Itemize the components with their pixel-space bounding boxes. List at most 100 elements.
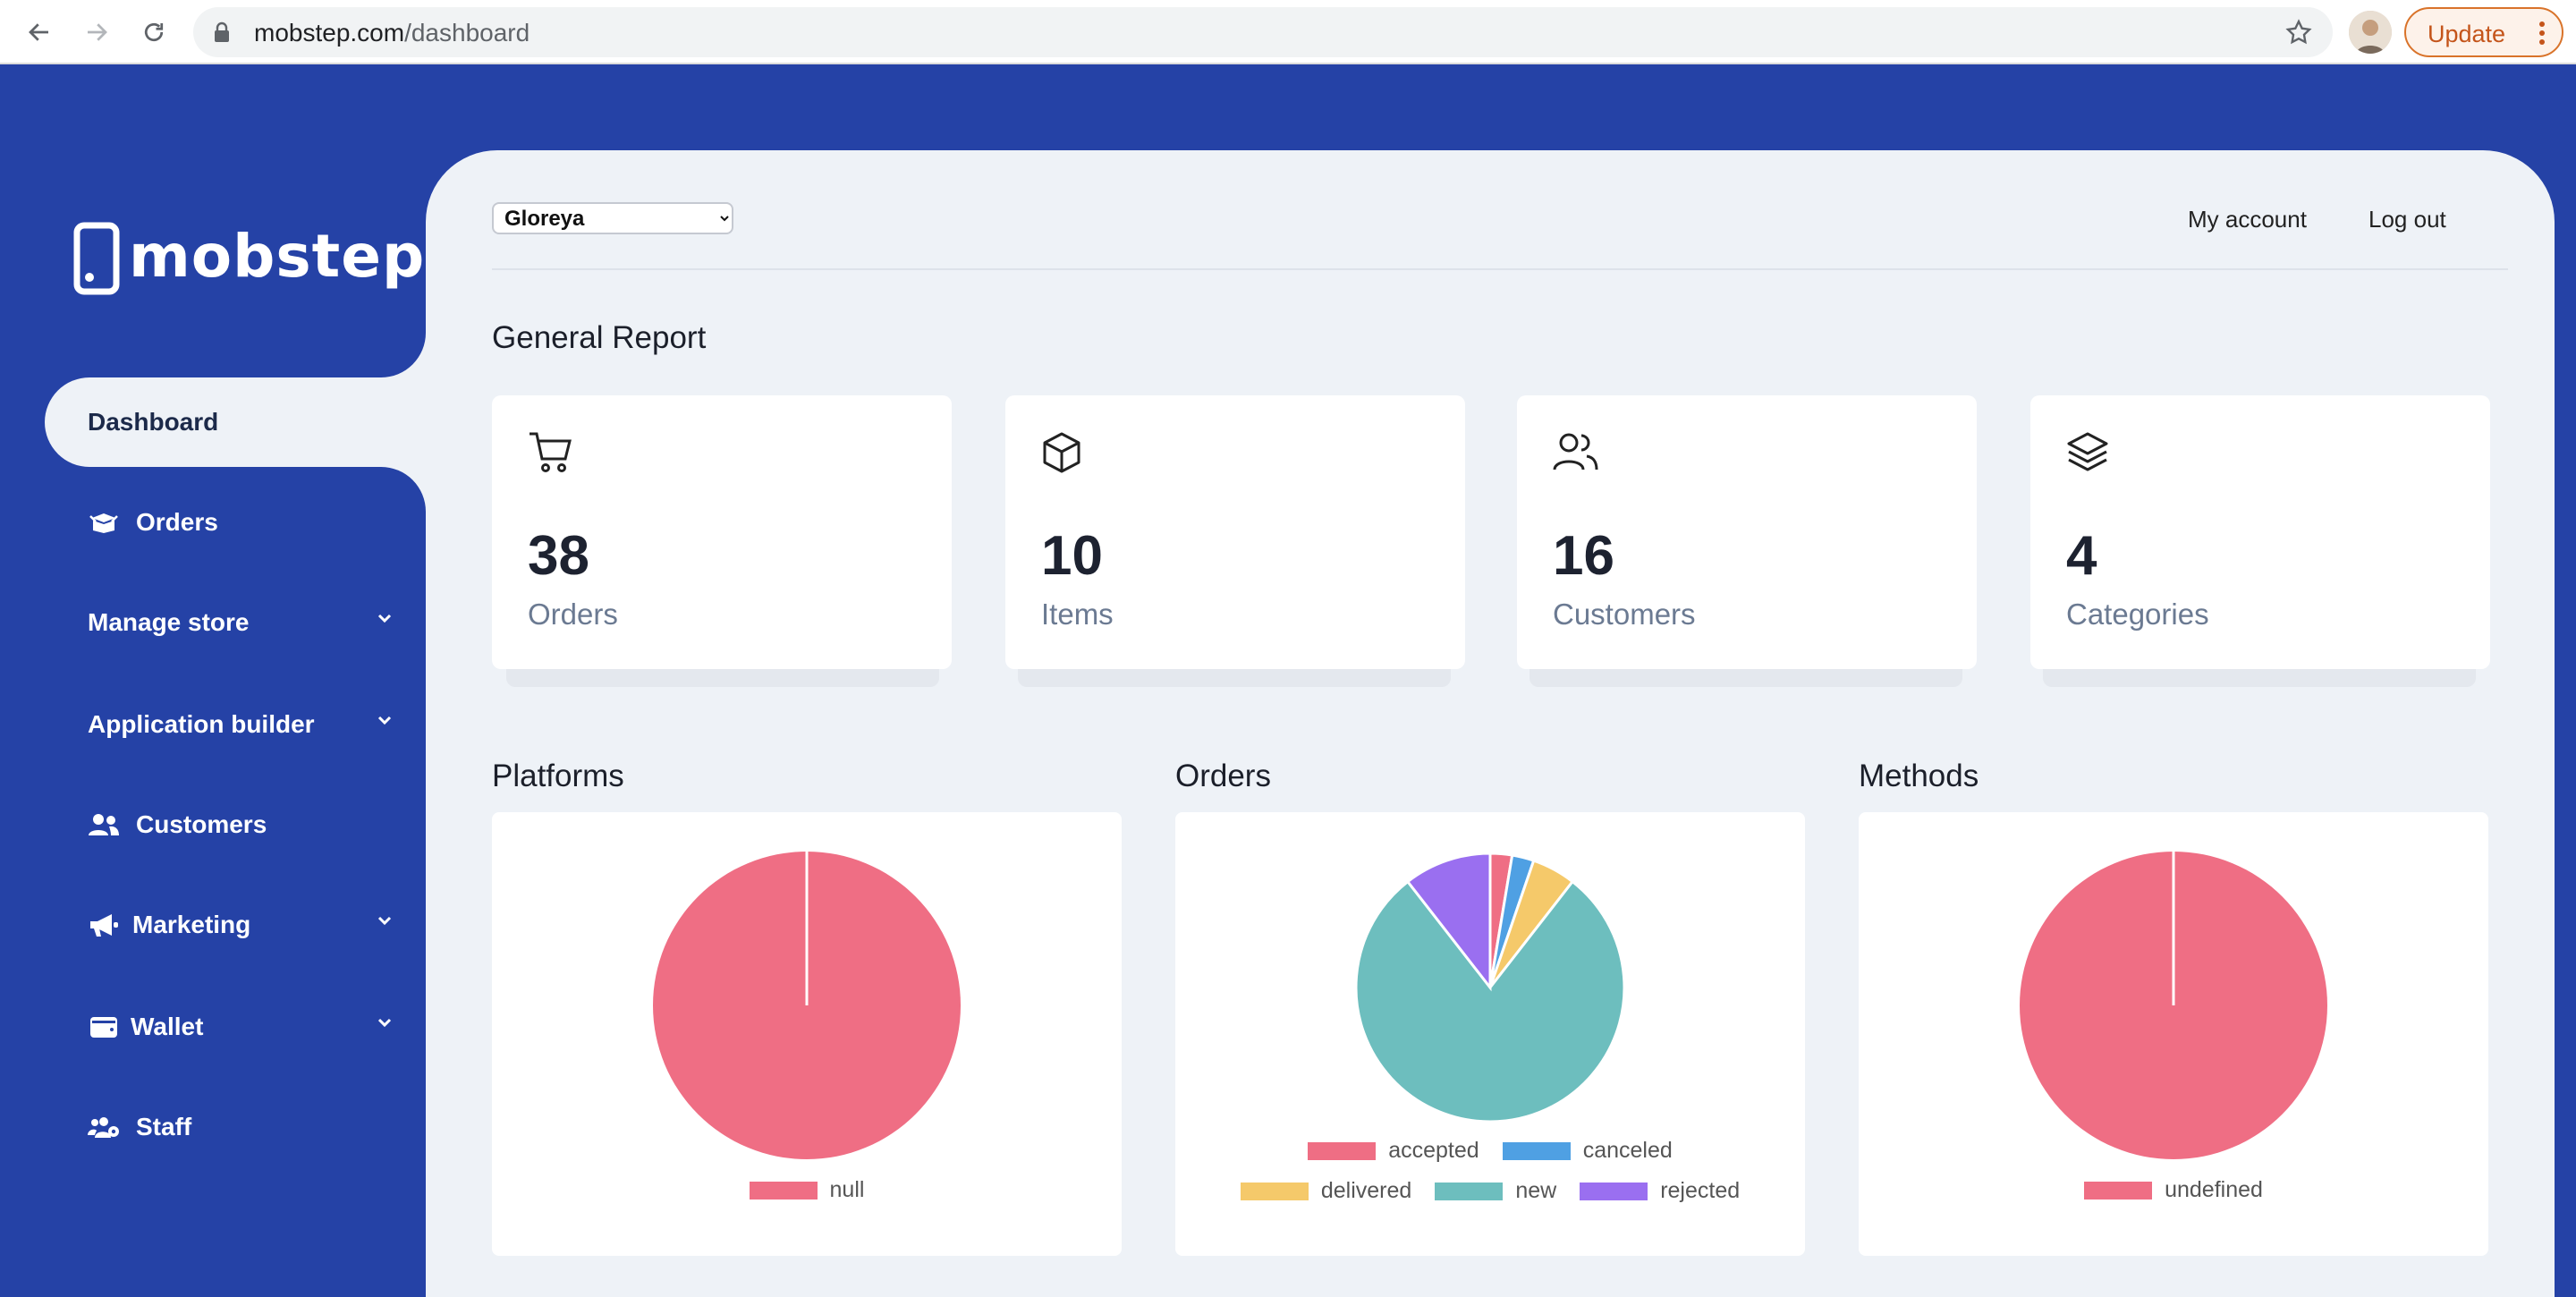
chart-title-platforms: Platforms: [492, 759, 624, 793]
users-icon: [1553, 431, 1599, 477]
pie-slice-rejected[interactable]: [1405, 852, 1492, 992]
legend-label: accepted: [1388, 1138, 1479, 1163]
sidebar-item-manage-store[interactable]: Manage store: [45, 578, 426, 667]
sidebar-item-label: Application builder: [88, 710, 315, 738]
stat-value: 16: [1553, 525, 1614, 587]
legend-swatch: [1240, 1182, 1309, 1200]
stat-value: 4: [2066, 525, 2097, 587]
brand-name: mobstep: [129, 222, 426, 291]
chart-card-methods: undefined: [1859, 812, 2488, 1256]
logout-link[interactable]: Log out: [2368, 206, 2446, 233]
chart-title-methods: Methods: [1859, 759, 1979, 793]
legend-swatch: [749, 1181, 818, 1200]
chevron-down-icon: [376, 914, 394, 931]
legend-label: undefined: [2165, 1177, 2263, 1202]
store-select[interactable]: Gloreya: [492, 202, 733, 234]
orders-legend: accepted canceled delivered new rejected: [1175, 1138, 1805, 1204]
legend-item-rejected[interactable]: rejected: [1580, 1178, 1740, 1204]
users-cog-icon: [88, 1114, 120, 1140]
sidebar-item-application-builder[interactable]: Application builder: [45, 680, 426, 769]
sidebar-item-customers[interactable]: Customers: [45, 780, 426, 869]
methods-pie-chart: [2020, 852, 2327, 1159]
legend-swatch: [1580, 1182, 1648, 1200]
wallet-icon: [88, 1013, 120, 1040]
legend-item-delivered[interactable]: delivered: [1240, 1178, 1412, 1204]
card-shadow: [506, 669, 939, 687]
legend-swatch: [1435, 1182, 1504, 1200]
sidebar-item-marketing[interactable]: Marketing: [45, 880, 426, 970]
stat-label: Orders: [528, 598, 618, 631]
chart-card-platforms: null: [492, 812, 1122, 1256]
box-open-icon: [88, 509, 120, 536]
page-title: General Report: [492, 320, 707, 355]
legend-item-undefined[interactable]: undefined: [2084, 1177, 2263, 1203]
legend-item-accepted[interactable]: accepted: [1308, 1138, 1479, 1164]
lock-icon: [213, 21, 231, 47]
more-menu-icon: [2538, 20, 2546, 51]
stat-value: 38: [528, 525, 589, 587]
stat-label: Items: [1041, 598, 1114, 631]
stat-card-categories: 4 Categories: [2030, 395, 2490, 669]
sidebar-item-label: Customers: [136, 810, 267, 838]
stat-label: Customers: [1553, 598, 1696, 631]
card-shadow: [1530, 669, 1962, 687]
sidebar-item-label: Wallet: [131, 1013, 204, 1040]
pie-slice-new[interactable]: [1354, 879, 1626, 1123]
legend-item-new[interactable]: new: [1435, 1178, 1556, 1204]
legend-label: rejected: [1660, 1178, 1741, 1203]
chart-card-orders: accepted canceled delivered new rejected: [1175, 812, 1805, 1256]
megaphone-icon: [88, 911, 120, 938]
legend-swatch: [2084, 1181, 2153, 1200]
sidebar-item-label: Orders: [136, 508, 218, 536]
legend-label: new: [1515, 1178, 1557, 1203]
back-icon[interactable]: [20, 13, 59, 52]
card-shadow: [1018, 669, 1451, 687]
legend-label: canceled: [1582, 1138, 1673, 1163]
stat-value: 10: [1041, 525, 1103, 587]
platforms-legend: null: [492, 1177, 1122, 1203]
update-button[interactable]: Update: [2404, 7, 2563, 57]
stat-label: Categories: [2066, 598, 2209, 631]
stat-card-customers: 16 Customers: [1517, 395, 1977, 669]
forward-icon[interactable]: [77, 13, 116, 52]
stat-card-items: 10 Items: [1005, 395, 1465, 669]
top-bar: Gloreya My account Log out: [492, 202, 2508, 270]
address-bar[interactable]: mobstep.com/dashboard: [193, 7, 2333, 57]
legend-label: delivered: [1320, 1178, 1412, 1203]
sidebar-item-staff[interactable]: Staff: [45, 1082, 426, 1172]
sidebar-item-label: Staff: [136, 1113, 192, 1140]
methods-legend: undefined: [1859, 1177, 2488, 1203]
update-label: Update: [2428, 21, 2506, 47]
brand-logo[interactable]: mobstep: [73, 218, 424, 295]
cart-icon: [528, 431, 572, 479]
my-account-link[interactable]: My account: [2188, 206, 2307, 233]
reload-icon[interactable]: [134, 13, 174, 52]
legend-item-null[interactable]: null: [749, 1177, 865, 1203]
orders-pie-chart: [1354, 852, 1626, 1123]
sidebar-item-label: Dashboard: [88, 408, 219, 436]
sidebar-item-dashboard[interactable]: Dashboard: [45, 377, 426, 467]
phone-icon: [73, 222, 120, 295]
sidebar-item-wallet[interactable]: Wallet: [45, 982, 426, 1072]
sidebar-item-orders[interactable]: Orders: [45, 478, 426, 567]
bookmark-star-icon[interactable]: [2284, 18, 2313, 51]
sidebar-item-label: Manage store: [88, 608, 250, 636]
legend-item-canceled[interactable]: canceled: [1502, 1138, 1673, 1164]
browser-toolbar: mobstep.com/dashboard Update: [0, 0, 2576, 64]
legend-label: null: [829, 1177, 865, 1202]
card-shadow: [2043, 669, 2476, 687]
layers-icon: [2066, 431, 2109, 477]
users-icon: [88, 811, 120, 838]
chevron-down-icon: [376, 612, 394, 629]
legend-swatch: [1502, 1141, 1571, 1160]
chevron-down-icon: [376, 714, 394, 731]
main-content: Gloreya My account Log out General Repor…: [426, 150, 2555, 1297]
chevron-down-icon: [376, 1016, 394, 1033]
url-text: mobstep.com/dashboard: [254, 19, 530, 47]
chart-title-orders: Orders: [1175, 759, 1271, 793]
profile-avatar[interactable]: [2349, 11, 2392, 54]
cube-icon: [1041, 431, 1082, 479]
sidebar-item-label: Marketing: [132, 911, 251, 938]
stat-card-orders: 38 Orders: [492, 395, 952, 669]
legend-swatch: [1308, 1141, 1377, 1160]
